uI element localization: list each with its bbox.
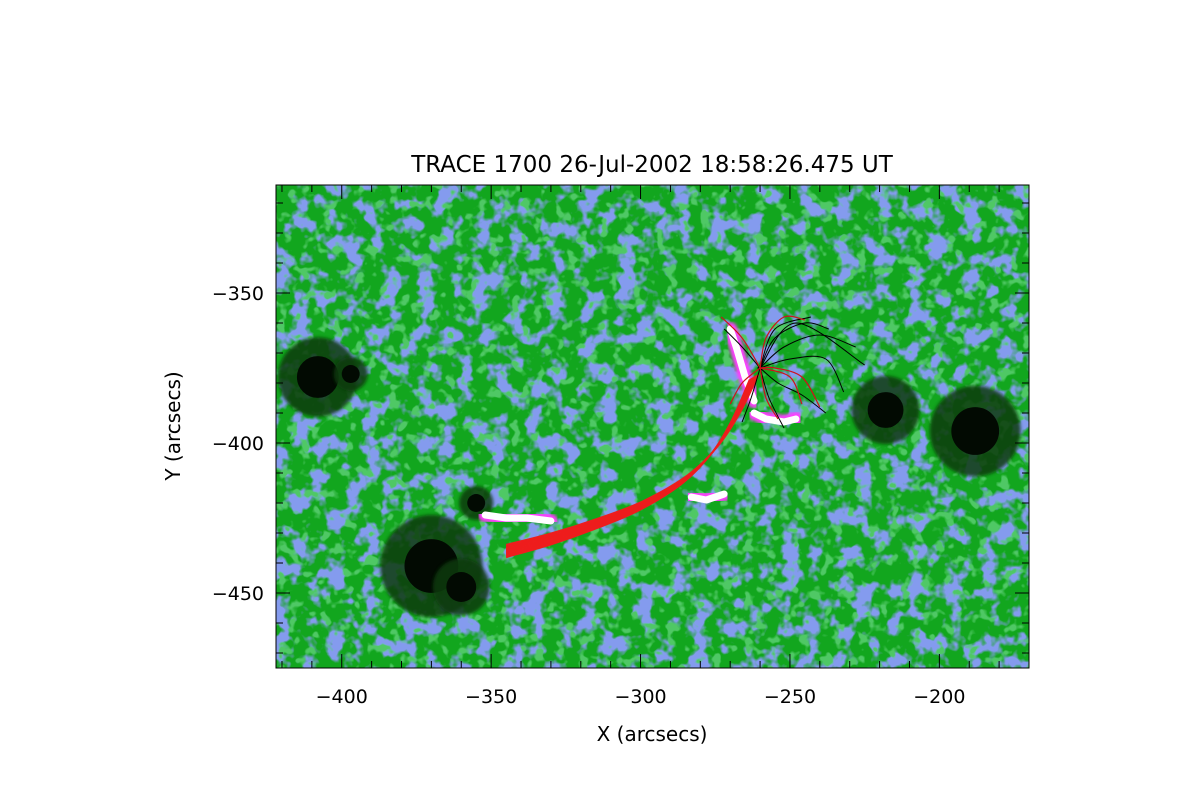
field-line-red bbox=[760, 366, 821, 408]
field-line-red bbox=[720, 316, 761, 369]
x-axis-ticks bbox=[281, 185, 1030, 668]
x-tick-label: −350 bbox=[465, 686, 517, 708]
plot-frame bbox=[275, 184, 1030, 669]
flare-ribbon-core bbox=[750, 409, 800, 426]
x-tick-label: −300 bbox=[614, 686, 666, 708]
chart-title: TRACE 1700 26-Jul-2002 18:58:26.475 UT bbox=[410, 152, 894, 178]
field-line-black bbox=[759, 367, 827, 414]
field-line-black bbox=[759, 367, 785, 429]
field-lines-red bbox=[720, 315, 821, 420]
field-line-black bbox=[759, 322, 829, 369]
plot-area bbox=[276, 185, 1029, 668]
x-axis-tick-labels: −400 −350 −300 −250 −200 bbox=[316, 686, 966, 708]
network-texture bbox=[276, 185, 1029, 668]
y-axis-title: Y (arcsecs) bbox=[161, 371, 185, 481]
fan-loop bbox=[505, 374, 760, 559]
x-tick-label: −200 bbox=[913, 686, 965, 708]
sunspots bbox=[278, 337, 1021, 618]
flare-ribbon-core bbox=[481, 511, 555, 525]
fan-loop-line bbox=[505, 374, 760, 546]
sunspot-umbra bbox=[446, 572, 477, 602]
sunspot-umbra bbox=[867, 392, 904, 428]
field-line-black bbox=[759, 334, 856, 369]
y-tick-label: −350 bbox=[212, 283, 264, 305]
field-line-black bbox=[759, 322, 865, 369]
x-tick-label: −250 bbox=[764, 686, 816, 708]
y-tick-label: −400 bbox=[212, 433, 264, 455]
y-axis-tick-labels: −350 −400 −450 bbox=[212, 283, 264, 605]
y-tick-label: −450 bbox=[212, 583, 264, 605]
field-line-black bbox=[759, 355, 845, 393]
field-line-red bbox=[729, 367, 761, 405]
x-tick-label: −400 bbox=[316, 686, 368, 708]
sunspot-umbra bbox=[341, 365, 360, 383]
flare-ribbon-core bbox=[687, 490, 728, 504]
sunspot-umbra bbox=[296, 356, 339, 398]
field-lines-black bbox=[723, 316, 865, 429]
field-line-red bbox=[759, 315, 806, 369]
field-line-red bbox=[759, 367, 779, 420]
y-axis-ticks bbox=[276, 202, 1029, 654]
field-line-red bbox=[759, 367, 803, 405]
field-line-black bbox=[741, 367, 761, 423]
sunspot-umbra bbox=[951, 407, 1000, 455]
field-line-black bbox=[723, 328, 761, 369]
sunspot-umbra bbox=[467, 494, 486, 512]
x-axis-title: X (arcsecs) bbox=[597, 722, 708, 746]
